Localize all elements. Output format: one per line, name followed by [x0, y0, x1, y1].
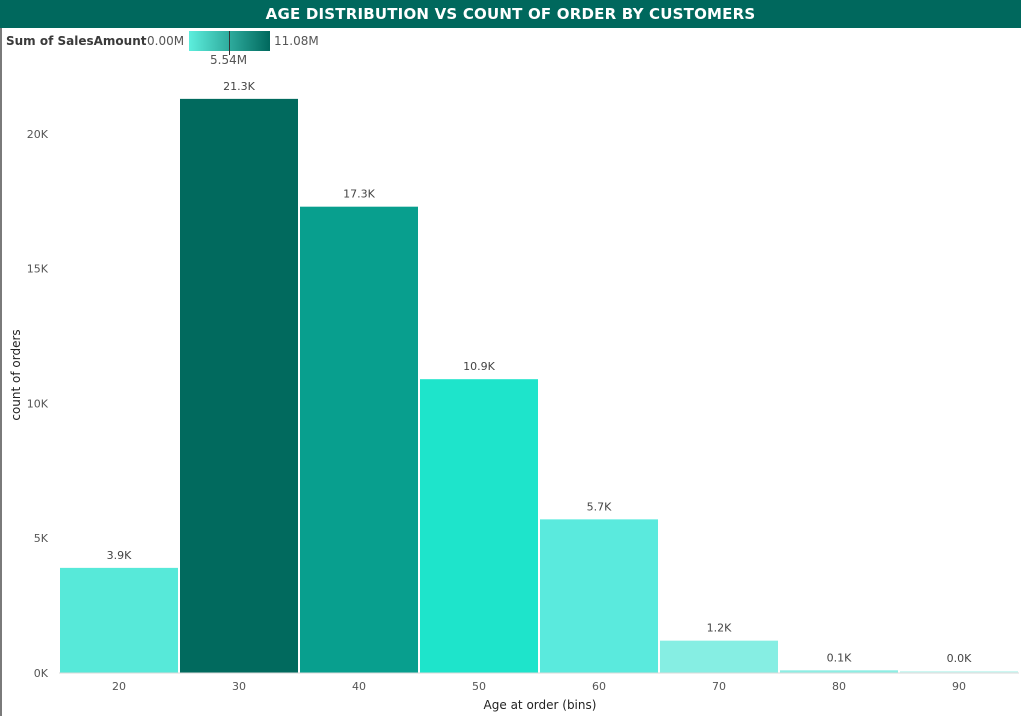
- chart-title: AGE DISTRIBUTION VS COUNT OF ORDER BY CU…: [0, 0, 1021, 28]
- y-tick-label: 0K: [34, 667, 49, 680]
- bar-data-label: 10.9K: [463, 360, 495, 373]
- x-tick-label: 40: [352, 680, 366, 693]
- legend-min-label: 0.00M: [147, 34, 185, 48]
- bar[interactable]: [900, 671, 1018, 673]
- bar[interactable]: [60, 567, 178, 673]
- bar-series: [60, 98, 1018, 674]
- y-tick-label: 20K: [27, 128, 49, 141]
- bar-data-label: 1.2K: [707, 622, 732, 635]
- legend-title: Sum of SalesAmount: [6, 34, 147, 48]
- bar-data-label: 21.3K: [223, 80, 255, 93]
- bar-data-label: 5.7K: [587, 500, 612, 513]
- bar[interactable]: [180, 98, 298, 674]
- visual-frame-border: [0, 0, 2, 716]
- x-tick-label: 30: [232, 680, 246, 693]
- y-tick-label: 15K: [27, 263, 49, 276]
- legend-max-label: 11.08M: [274, 34, 319, 48]
- y-axis: 0K 5K 10K 15K 20K: [27, 128, 49, 680]
- x-axis-title: Age at order (bins): [484, 698, 597, 712]
- y-axis-title: count of orders: [9, 329, 23, 420]
- legend-mid-marker: [229, 31, 230, 55]
- x-tick-label: 60: [592, 680, 606, 693]
- x-tick-label: 20: [112, 680, 126, 693]
- y-tick-label: 5K: [34, 532, 49, 545]
- color-legend: Sum of SalesAmount 0.00M 11.08M 5.54M: [6, 30, 406, 70]
- bar-data-label: 0.1K: [827, 651, 852, 664]
- bar[interactable]: [420, 379, 538, 673]
- bar-data-label: 17.3K: [343, 188, 375, 201]
- x-axis: 20 30 40 50 60 70 80 90: [112, 680, 966, 693]
- bar[interactable]: [300, 206, 418, 673]
- x-tick-label: 50: [472, 680, 486, 693]
- y-tick-label: 10K: [27, 397, 49, 410]
- x-tick-label: 80: [832, 680, 846, 693]
- x-tick-label: 90: [952, 680, 966, 693]
- data-labels: 3.9K 21.3K 17.3K 10.9K 5.7K 1.2K 0.1K 0.0K: [107, 80, 972, 665]
- legend-mid-label: 5.54M: [210, 53, 248, 67]
- bar-data-label: 3.9K: [107, 549, 132, 562]
- bar[interactable]: [660, 640, 778, 673]
- x-tick-label: 70: [712, 680, 726, 693]
- bar-data-label: 0.0K: [947, 652, 972, 665]
- bar[interactable]: [780, 670, 898, 673]
- bar[interactable]: [540, 519, 658, 673]
